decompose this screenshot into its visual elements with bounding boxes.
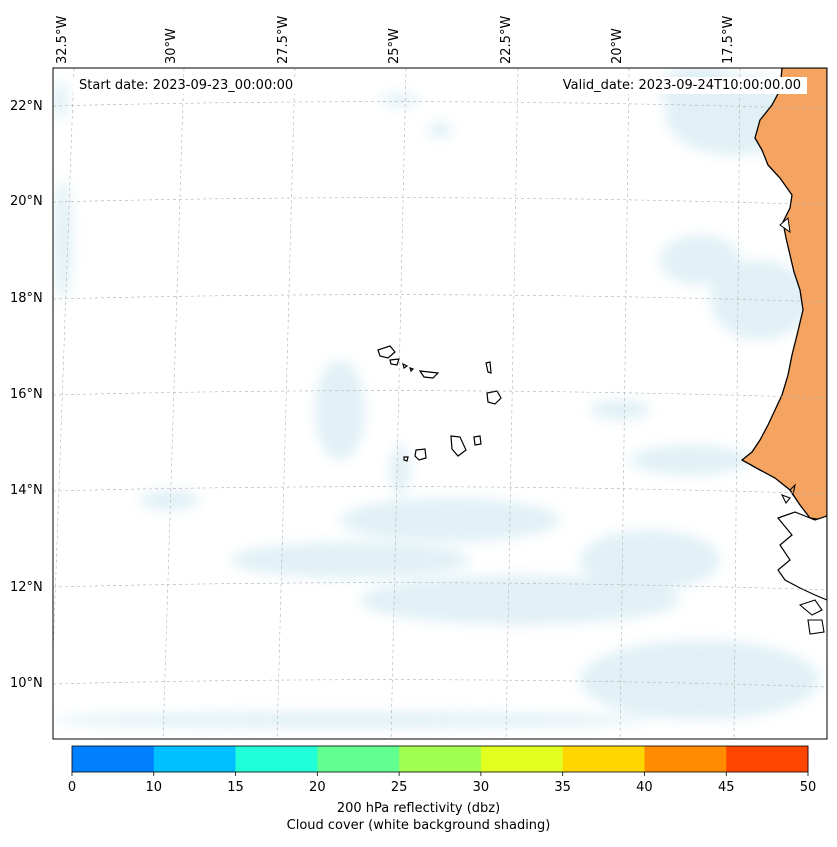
meridian-line (505, 68, 519, 739)
colorbar-tick-label: 25 (390, 780, 408, 795)
coast-detail (776, 511, 827, 601)
lat-tick-label: 14°N (10, 483, 43, 498)
valid-date-label: Valid_date: 2023-09-24T10:00:00.00 (556, 77, 807, 94)
lat-tick-label: 16°N (10, 387, 43, 402)
lon-tick-label: 30°W (164, 28, 179, 64)
colorbar-tick-label: 15 (227, 780, 244, 795)
colorbar-tick-label: 45 (717, 780, 735, 795)
lat-tick-label: 18°N (10, 291, 43, 306)
lon-tick-label: 32.5°W (55, 15, 70, 64)
colorbar-tick-label: 35 (554, 780, 571, 795)
colorbar-segment (235, 746, 318, 772)
colorbar-tick-label: 10 (145, 780, 163, 795)
meridian-line (619, 68, 630, 739)
meridian-line (276, 68, 296, 739)
start-date-label: Start date: 2023-09-23_00:00:00 (73, 77, 300, 94)
lat-tick-label: 20°N (10, 194, 43, 209)
colorbar-sublabel: Cloud cover (white background shading) (286, 818, 551, 833)
lon-tick-label: 20°W (610, 28, 625, 64)
parallel-line (53, 486, 827, 495)
parallel-line (53, 294, 827, 303)
colorbar-segment (317, 746, 400, 772)
colorbar-frame (71, 745, 809, 773)
meridian-line (390, 68, 407, 739)
lat-tick-label: 10°N (10, 676, 43, 691)
colorbar-segment (644, 746, 727, 772)
meridian-line (53, 68, 75, 664)
colorbar-tick-label: 40 (636, 780, 653, 795)
colorbar-tick-label: 50 (799, 780, 817, 795)
parallel-line (53, 390, 827, 399)
parallel-line (53, 582, 827, 591)
colorbar-segment (72, 746, 155, 772)
graticule (53, 68, 827, 739)
lon-tick-label: 22.5°W (499, 15, 514, 64)
lat-tick-label: 12°N (10, 580, 43, 595)
colorbar-segment (726, 746, 809, 772)
parallel-line (53, 197, 827, 206)
colorbar-segment (153, 746, 237, 772)
cape-verde-islands (377, 345, 502, 462)
colorbar-segment (562, 746, 645, 772)
parallel-line (53, 101, 827, 110)
africa-coastline (740, 68, 827, 521)
colorbar-label: 200 hPa reflectivity (dbz) (336, 801, 501, 816)
colorbar (71, 745, 809, 776)
cloud-cover-shading (53, 68, 820, 728)
parallel-line (53, 679, 827, 688)
lon-tick-label: 17.5°W (721, 15, 736, 64)
meridian-line (733, 68, 741, 739)
colorbar-tick-label: 0 (67, 780, 77, 795)
map-frame (52, 67, 828, 740)
land-mass (740, 68, 827, 635)
colorbar-tick-label: 20 (309, 780, 326, 795)
colorbar-segment (480, 746, 564, 772)
colorbar-tick-label: 30 (472, 780, 490, 795)
colorbar-segment (399, 746, 482, 772)
lat-tick-label: 22°N (10, 99, 43, 114)
lon-tick-label: 25°W (387, 28, 402, 64)
meridian-line (162, 68, 185, 739)
lon-tick-label: 27.5°W (276, 15, 291, 64)
